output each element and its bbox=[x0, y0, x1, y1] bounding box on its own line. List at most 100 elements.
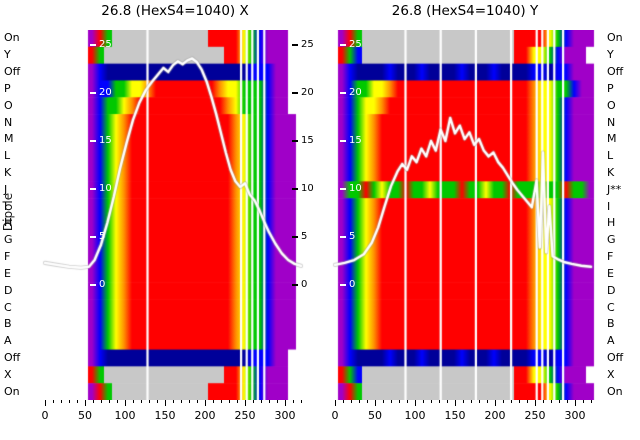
x-axis-tick bbox=[519, 400, 520, 403]
row-label: F bbox=[4, 250, 11, 264]
x-axis-tick bbox=[141, 400, 142, 403]
y-scale-tick bbox=[340, 188, 346, 190]
row-label: O bbox=[4, 98, 13, 112]
y-scale-label: 20 bbox=[90, 87, 112, 99]
row-label: B bbox=[4, 317, 12, 331]
x-axis-tick bbox=[543, 400, 544, 403]
row-label: C bbox=[607, 300, 615, 314]
y-scale-tick bbox=[292, 236, 298, 238]
x-axis-tick bbox=[125, 400, 126, 406]
row-label: On bbox=[607, 31, 623, 45]
x-axis-tick bbox=[221, 400, 222, 403]
x-axis-label: 250 bbox=[524, 409, 546, 422]
row-label: O bbox=[607, 98, 616, 112]
x-axis-tick bbox=[293, 400, 294, 403]
x-axis-tick bbox=[229, 400, 230, 403]
x-axis-tick bbox=[511, 400, 512, 403]
x-axis-tick bbox=[205, 400, 206, 406]
row-label: H bbox=[607, 216, 616, 230]
row-label: Y bbox=[607, 48, 614, 62]
y-scale-label: 15 bbox=[340, 135, 362, 147]
y-scale-value: 0 bbox=[99, 279, 106, 290]
y-scale-value: 20 bbox=[301, 87, 314, 98]
row-label: On bbox=[4, 384, 20, 398]
x-axis-tick bbox=[479, 400, 480, 403]
y-scale-value: 5 bbox=[99, 231, 106, 242]
x-axis-tick bbox=[285, 400, 286, 406]
row-label: L bbox=[607, 149, 614, 163]
x-axis-label: 0 bbox=[41, 409, 49, 422]
row-label: On bbox=[607, 384, 623, 398]
row-label: A bbox=[4, 334, 12, 348]
row-label: Off bbox=[607, 65, 624, 79]
y-scale-tick bbox=[340, 236, 346, 238]
y-scale-label: 5 bbox=[340, 231, 355, 243]
x-axis-tick bbox=[447, 400, 448, 403]
x-axis-label: 300 bbox=[274, 409, 296, 422]
y-scale-value: 5 bbox=[349, 231, 356, 242]
x-axis-tick bbox=[503, 400, 504, 403]
x-axis-tick bbox=[45, 400, 46, 406]
x-axis-tick bbox=[575, 400, 576, 406]
x-axis-tick bbox=[399, 400, 400, 403]
x-axis-tick bbox=[269, 400, 270, 403]
x-axis-tick bbox=[551, 400, 552, 403]
x-axis-tick bbox=[439, 400, 440, 403]
x-axis-tick bbox=[189, 400, 190, 403]
y-scale-label: 25 bbox=[340, 39, 362, 51]
x-axis-tick bbox=[133, 400, 134, 403]
x-axis-tick bbox=[343, 400, 344, 403]
x-axis-tick bbox=[261, 400, 262, 403]
row-label: N bbox=[607, 115, 616, 129]
x-axis-tick bbox=[407, 400, 408, 403]
y-scale-value: 25 bbox=[349, 39, 362, 50]
panel-title-y: 26.8 (HexS4=1040) Y bbox=[391, 3, 539, 19]
x-axis-tick bbox=[559, 400, 560, 403]
x-axis-label: 200 bbox=[484, 409, 506, 422]
heatmap-panel-y bbox=[330, 30, 602, 400]
x-axis-tick bbox=[535, 400, 536, 406]
x-axis-label: 150 bbox=[154, 409, 176, 422]
x-axis-tick bbox=[423, 400, 424, 403]
y-scale-tick bbox=[292, 92, 298, 94]
x-axis-tick bbox=[253, 400, 254, 403]
y-scale-value: 15 bbox=[99, 135, 112, 146]
row-label: K bbox=[4, 165, 12, 179]
panel-title-x: 26.8 (HexS4=1040) X bbox=[101, 3, 249, 19]
x-axis-tick bbox=[391, 400, 392, 403]
x-axis-tick bbox=[375, 400, 376, 406]
y-scale-value: 15 bbox=[301, 135, 314, 146]
row-label: Off bbox=[4, 350, 21, 364]
x-axis-tick bbox=[591, 400, 592, 403]
y-scale-label: 25 bbox=[90, 39, 112, 51]
y-scale-label: 0 bbox=[90, 279, 105, 291]
row-label: M bbox=[4, 132, 14, 146]
x-axis-tick bbox=[245, 400, 246, 406]
row-label: J** bbox=[607, 182, 622, 196]
row-label: B bbox=[607, 317, 615, 331]
x-axis-tick bbox=[61, 400, 62, 403]
y-scale-label: 15 bbox=[292, 135, 314, 147]
row-label: H bbox=[4, 216, 13, 230]
y-scale-value: 5 bbox=[301, 231, 308, 242]
y-scale-tick bbox=[90, 188, 96, 190]
row-label: I bbox=[4, 199, 8, 213]
y-scale-label: 5 bbox=[292, 231, 307, 243]
y-scale-value: 10 bbox=[301, 183, 314, 194]
row-label: A bbox=[607, 334, 615, 348]
x-axis-tick bbox=[567, 400, 568, 403]
row-label: G bbox=[607, 233, 616, 247]
row-label: J bbox=[4, 182, 8, 196]
row-label: D bbox=[607, 283, 616, 297]
y-scale-label: 20 bbox=[340, 87, 362, 99]
x-axis-label: 150 bbox=[444, 409, 466, 422]
x-axis-tick bbox=[359, 400, 360, 403]
x-axis-tick bbox=[455, 400, 456, 406]
y-scale-label: 0 bbox=[340, 279, 355, 291]
x-axis-tick bbox=[213, 400, 214, 403]
y-scale-tick bbox=[90, 140, 96, 142]
y-scale-tick bbox=[292, 44, 298, 46]
y-scale-tick bbox=[340, 284, 346, 286]
x-axis-label: 0 bbox=[331, 409, 339, 422]
x-axis-tick bbox=[277, 400, 278, 403]
